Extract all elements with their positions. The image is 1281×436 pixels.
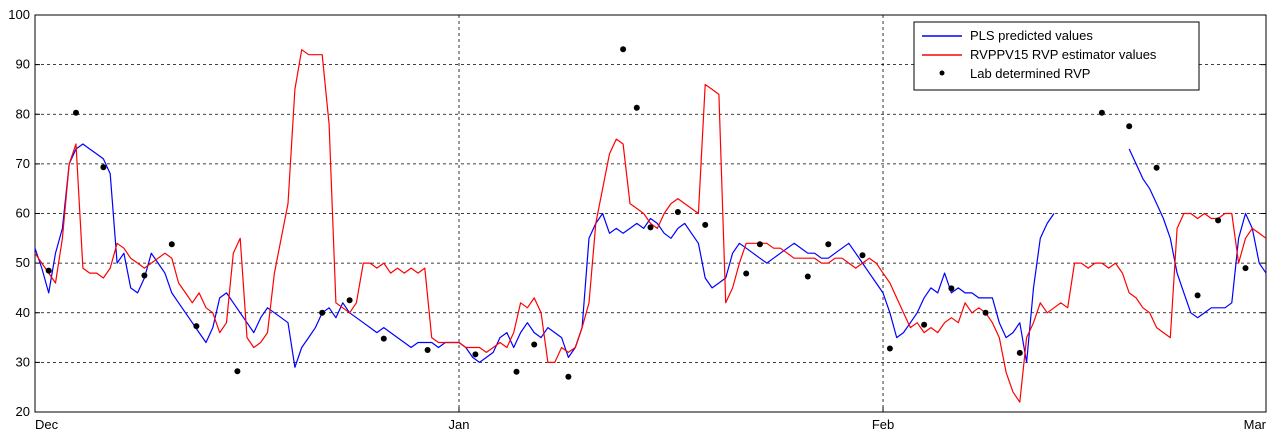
lab-point: [1215, 217, 1222, 224]
x-axis-ticks: Dec Jan Feb Mar: [35, 417, 1267, 432]
lab-point: [674, 209, 681, 215]
lab-point: [647, 224, 654, 231]
x-tick-label: Dec: [35, 417, 59, 432]
y-tick-label: 80: [16, 106, 30, 121]
lab-point: [825, 241, 832, 248]
y-tick-label: 30: [16, 354, 30, 369]
legend-swatch-lab: [939, 70, 945, 76]
lab-point: [1016, 349, 1023, 356]
lab-point: [1098, 109, 1105, 116]
lab-point: [743, 270, 750, 277]
lab-point: [859, 252, 866, 259]
lab-point: [756, 241, 763, 248]
series-line-pls-predicted-values: [34, 143, 1055, 368]
lab-point: [633, 104, 640, 111]
lab-point: [1242, 265, 1249, 272]
y-tick-label: 60: [16, 206, 30, 221]
y-tick-label: 100: [8, 7, 30, 22]
lab-point: [565, 373, 572, 380]
y-tick-label: 70: [16, 156, 30, 171]
lab-point: [1126, 123, 1133, 130]
lab-point: [1153, 164, 1160, 171]
legend-box: [913, 21, 1200, 91]
lab-point: [73, 109, 79, 116]
lab-point: [948, 285, 955, 292]
lab-point: [804, 273, 811, 280]
lab-point: [319, 309, 326, 316]
y-tick-label: 40: [16, 305, 30, 320]
lab-point: [141, 272, 148, 279]
lab-point: [921, 321, 928, 328]
x-tick-label: Feb: [872, 417, 894, 432]
lab-point: [346, 297, 353, 304]
lab-point: [472, 351, 479, 358]
legend: PLS predicted values RVPPV15 RVP estimat…: [913, 21, 1200, 91]
legend-label-pls: PLS predicted values: [970, 28, 1093, 43]
legend-label-rvppv15: RVPPV15 RVP estimator values: [970, 47, 1157, 62]
series-line-rvppv15-rvp-estimator-values: [34, 49, 1267, 403]
lab-point: [1194, 292, 1201, 299]
lab-point: [45, 267, 52, 274]
y-axis-ticks: 20 30 40 50 60 70 80 90 100: [8, 7, 30, 419]
lab-point: [702, 221, 709, 228]
lab-point: [531, 341, 538, 348]
legend-label-lab: Lab determined RVP: [970, 66, 1090, 81]
y-tick-label: 20: [16, 404, 30, 419]
lab-point: [193, 323, 200, 330]
lab-point: [620, 46, 627, 53]
lab-point: [234, 368, 241, 375]
series-layer: [34, 46, 1267, 403]
lab-point: [168, 241, 175, 248]
lab-point: [380, 335, 387, 342]
lab-point: [982, 309, 989, 316]
x-tick-label: Mar: [1244, 417, 1267, 432]
lab-point: [100, 164, 107, 171]
y-tick-label: 90: [16, 57, 30, 72]
lab-point: [424, 347, 431, 353]
y-tick-label: 50: [16, 255, 30, 270]
series-line-pls-predicted-values: [1128, 148, 1267, 319]
lab-point: [886, 345, 893, 352]
x-tick-label: Jan: [449, 417, 470, 432]
lab-point: [513, 368, 520, 375]
